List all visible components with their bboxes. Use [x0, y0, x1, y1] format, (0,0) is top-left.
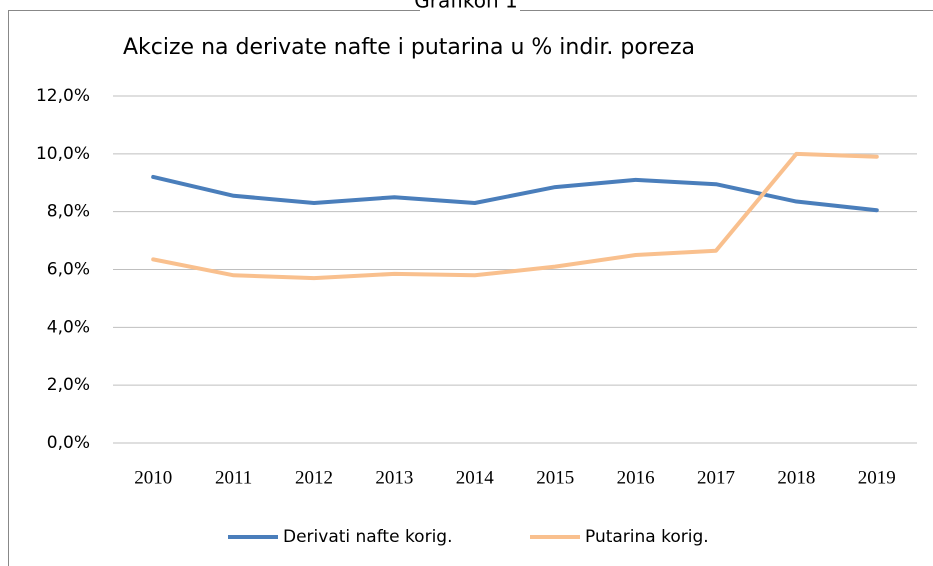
- y-tick-label: 4,0%: [47, 317, 90, 337]
- legend-label: Putarina korig.: [585, 527, 709, 547]
- y-tick-label: 0,0%: [47, 433, 90, 453]
- y-tick-label: 10,0%: [36, 144, 90, 164]
- caption: Grafikon 1: [414, 0, 517, 13]
- x-tick-label: 2018: [777, 467, 815, 488]
- y-tick-label: 8,0%: [47, 202, 90, 222]
- chart-frame: [8, 10, 933, 566]
- x-tick-label: 2013: [375, 467, 413, 488]
- x-tick-label: 2016: [617, 467, 655, 488]
- caption-bg: [420, 0, 520, 11]
- y-tick-label: 6,0%: [47, 260, 90, 280]
- x-tick-label: 2015: [536, 467, 574, 488]
- y-tick-label: 2,0%: [47, 375, 90, 395]
- x-tick-label: 2017: [697, 467, 735, 488]
- series-line: [151, 174, 879, 213]
- x-tick-label: 2011: [215, 467, 252, 488]
- chart-title: Akcize na derivate nafte i putarina u % …: [123, 35, 695, 60]
- x-tick-label: 2012: [295, 467, 333, 488]
- x-tick-label: 2014: [456, 467, 495, 488]
- x-tick-label: 2019: [858, 467, 896, 488]
- series-line: [151, 151, 879, 281]
- legend-label: Derivati nafte korig.: [283, 527, 453, 547]
- x-tick-label: 2010: [134, 467, 172, 488]
- y-tick-label: 12,0%: [36, 86, 90, 106]
